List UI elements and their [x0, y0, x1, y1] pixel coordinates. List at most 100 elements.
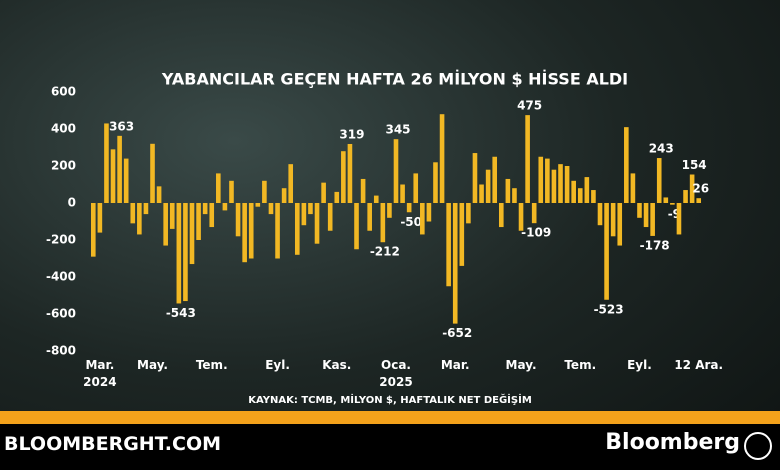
bar — [689, 174, 695, 203]
y-tick-label: 600 — [51, 85, 76, 99]
bar — [696, 198, 702, 203]
bar — [538, 156, 544, 203]
bar — [222, 203, 228, 211]
value-label: -109 — [521, 226, 551, 240]
bar — [630, 173, 636, 203]
y-tick-label: 400 — [51, 122, 76, 136]
bar — [130, 203, 136, 224]
bar — [327, 203, 333, 231]
bar — [610, 203, 616, 237]
value-label: 363 — [109, 119, 134, 133]
bar — [459, 203, 465, 266]
x-tick-label: May. — [137, 358, 168, 372]
bar — [275, 203, 280, 259]
value-label: -50 — [400, 215, 422, 229]
bar — [525, 115, 530, 203]
bar — [387, 203, 392, 218]
bar — [558, 164, 563, 203]
bar — [360, 178, 366, 203]
bar — [564, 166, 570, 203]
value-label: 154 — [682, 158, 707, 172]
bar — [380, 203, 386, 243]
bar — [117, 135, 122, 203]
chart: YABANCILAR GEÇEN HAFTA 26 MİLYON $ HİSSE… — [46, 70, 709, 406]
bar — [97, 203, 103, 233]
x-tick-label: Tem. — [564, 358, 597, 372]
bar — [676, 203, 682, 235]
y-tick-label: 200 — [51, 159, 76, 173]
bar — [367, 203, 372, 231]
bar — [433, 162, 438, 203]
value-label: 345 — [385, 123, 410, 137]
bar — [255, 203, 261, 207]
bar — [308, 203, 313, 215]
bar — [229, 180, 234, 203]
footer — [0, 424, 780, 470]
bar — [334, 191, 340, 203]
bar — [123, 158, 129, 203]
accent-band — [0, 411, 780, 424]
value-label: -212 — [370, 245, 400, 259]
bar — [393, 139, 399, 203]
bar — [452, 203, 458, 324]
y-tick-label: -800 — [46, 344, 76, 358]
bar — [683, 190, 688, 203]
bar — [479, 184, 484, 203]
bar — [104, 123, 109, 203]
brand: Bloomberg — [605, 430, 740, 455]
value-label: 26 — [692, 182, 709, 196]
bar — [281, 188, 287, 203]
bar — [202, 203, 208, 215]
bar — [248, 203, 254, 259]
x-tick-label: 12 Ara. — [674, 358, 724, 372]
source: KAYNAK: TCMB, MİLYON $, HAFTALIK NET DEĞ… — [248, 392, 532, 406]
site-name: BLOOMBERGHT.COM — [4, 433, 222, 455]
x-tick-label: Eyl. — [627, 358, 652, 372]
bar — [216, 173, 221, 203]
logo — [744, 432, 772, 460]
bar — [373, 195, 379, 203]
y-tick-label: -600 — [46, 307, 76, 321]
bar — [656, 158, 662, 203]
bar — [176, 203, 182, 304]
value-label: -523 — [594, 302, 624, 316]
value-label: -652 — [442, 326, 472, 340]
bar — [189, 203, 195, 265]
chart-title: YABANCILAR GEÇEN HAFTA 26 MİLYON $ HİSSE… — [161, 70, 628, 89]
bar — [577, 188, 583, 203]
bar — [288, 164, 294, 203]
value-label: -543 — [166, 306, 196, 320]
bar — [617, 203, 623, 246]
bar — [90, 203, 96, 257]
y-tick-label: 0 — [68, 196, 76, 210]
y-tick-label: -400 — [46, 270, 76, 284]
bar — [597, 203, 603, 226]
bar — [150, 143, 155, 203]
value-label: -178 — [640, 238, 670, 252]
bar — [110, 149, 116, 203]
x-tick-label: Mar. 2024 — [83, 358, 117, 389]
bar — [196, 203, 201, 240]
bar — [426, 203, 432, 222]
bar — [301, 203, 307, 226]
bar — [209, 203, 215, 228]
bar — [663, 197, 669, 203]
bar — [584, 177, 590, 203]
bar — [472, 153, 478, 203]
bar — [163, 203, 168, 246]
x-tick-label: May. — [505, 358, 537, 372]
bar — [624, 127, 629, 203]
bar — [262, 180, 267, 203]
bar — [156, 186, 162, 203]
bar — [643, 203, 649, 228]
bar — [531, 203, 537, 224]
value-label: 319 — [339, 127, 364, 141]
x-tick-label: Mar. — [440, 358, 470, 372]
bar — [650, 203, 655, 236]
bar — [294, 203, 300, 255]
bar — [512, 188, 517, 203]
bar — [420, 203, 425, 235]
bar — [551, 169, 557, 203]
bar — [169, 203, 175, 229]
